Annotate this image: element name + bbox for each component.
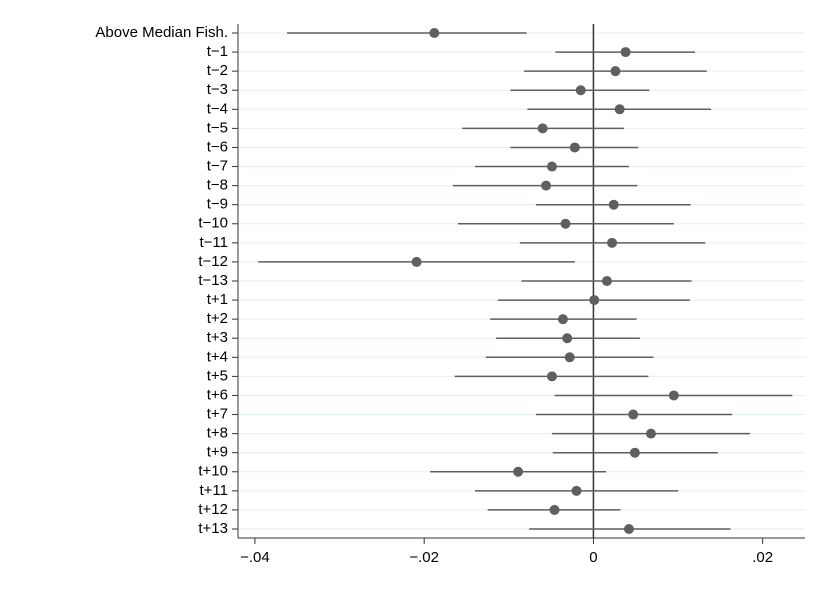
- y-tick-label: t−5: [207, 119, 228, 136]
- point: [541, 180, 552, 191]
- point: [411, 256, 422, 267]
- point: [623, 524, 634, 534]
- y-tick-label: t−2: [207, 62, 228, 79]
- point: [614, 104, 625, 115]
- y-tick-label: t−9: [207, 196, 228, 213]
- point: [607, 237, 618, 248]
- point: [513, 466, 524, 477]
- y-tick-label: t−1: [207, 43, 228, 60]
- point: [546, 161, 557, 172]
- y-tick-label: t+2: [207, 310, 228, 327]
- y-tick-label: t−12: [198, 253, 228, 270]
- point: [562, 333, 573, 344]
- y-tick-label: t−8: [207, 177, 228, 194]
- y-tick-label: t+8: [207, 425, 228, 442]
- y-tick-label: t−13: [198, 272, 228, 289]
- point: [620, 47, 631, 58]
- point: [549, 504, 560, 515]
- point: [589, 295, 600, 306]
- y-tick-label: t+4: [207, 348, 228, 365]
- point: [557, 314, 568, 325]
- x-tick-label: −.04: [240, 549, 270, 566]
- point: [645, 428, 656, 439]
- point: [537, 123, 548, 134]
- point: [560, 218, 571, 229]
- y-tick-label: t+5: [207, 367, 228, 384]
- y-tick-label: t+13: [198, 520, 228, 537]
- y-tick-label: t−4: [207, 100, 228, 117]
- y-tick-label: t+10: [198, 463, 228, 480]
- point: [564, 352, 575, 363]
- y-tick-label: t−11: [200, 234, 229, 251]
- y-tick-label: Above Median Fish.: [95, 24, 228, 41]
- y-tick-label: t−3: [207, 81, 228, 98]
- y-tick-label: t+7: [207, 406, 228, 423]
- x-tick-label: 0: [589, 549, 597, 566]
- y-tick-label: t−7: [207, 158, 228, 175]
- point: [610, 66, 621, 77]
- point: [571, 485, 582, 496]
- point: [629, 447, 640, 458]
- y-tick-label: t+12: [198, 501, 228, 518]
- y-tick-label: t+6: [207, 386, 228, 403]
- point: [668, 390, 679, 401]
- y-tick-label: t−6: [207, 138, 228, 155]
- point: [546, 371, 557, 382]
- point: [601, 276, 612, 286]
- point: [608, 199, 619, 210]
- x-tick-label: −.02: [409, 549, 439, 566]
- y-tick-label: t+1: [207, 291, 228, 308]
- point: [569, 142, 580, 153]
- point: [628, 409, 639, 420]
- y-tick-label: t+11: [200, 482, 229, 499]
- point: [575, 85, 586, 96]
- point: [429, 28, 440, 38]
- y-tick-label: t+9: [207, 444, 228, 461]
- y-tick-label: t+3: [207, 329, 228, 346]
- y-tick-label: t−10: [198, 215, 228, 232]
- x-tick-label: .02: [752, 549, 773, 566]
